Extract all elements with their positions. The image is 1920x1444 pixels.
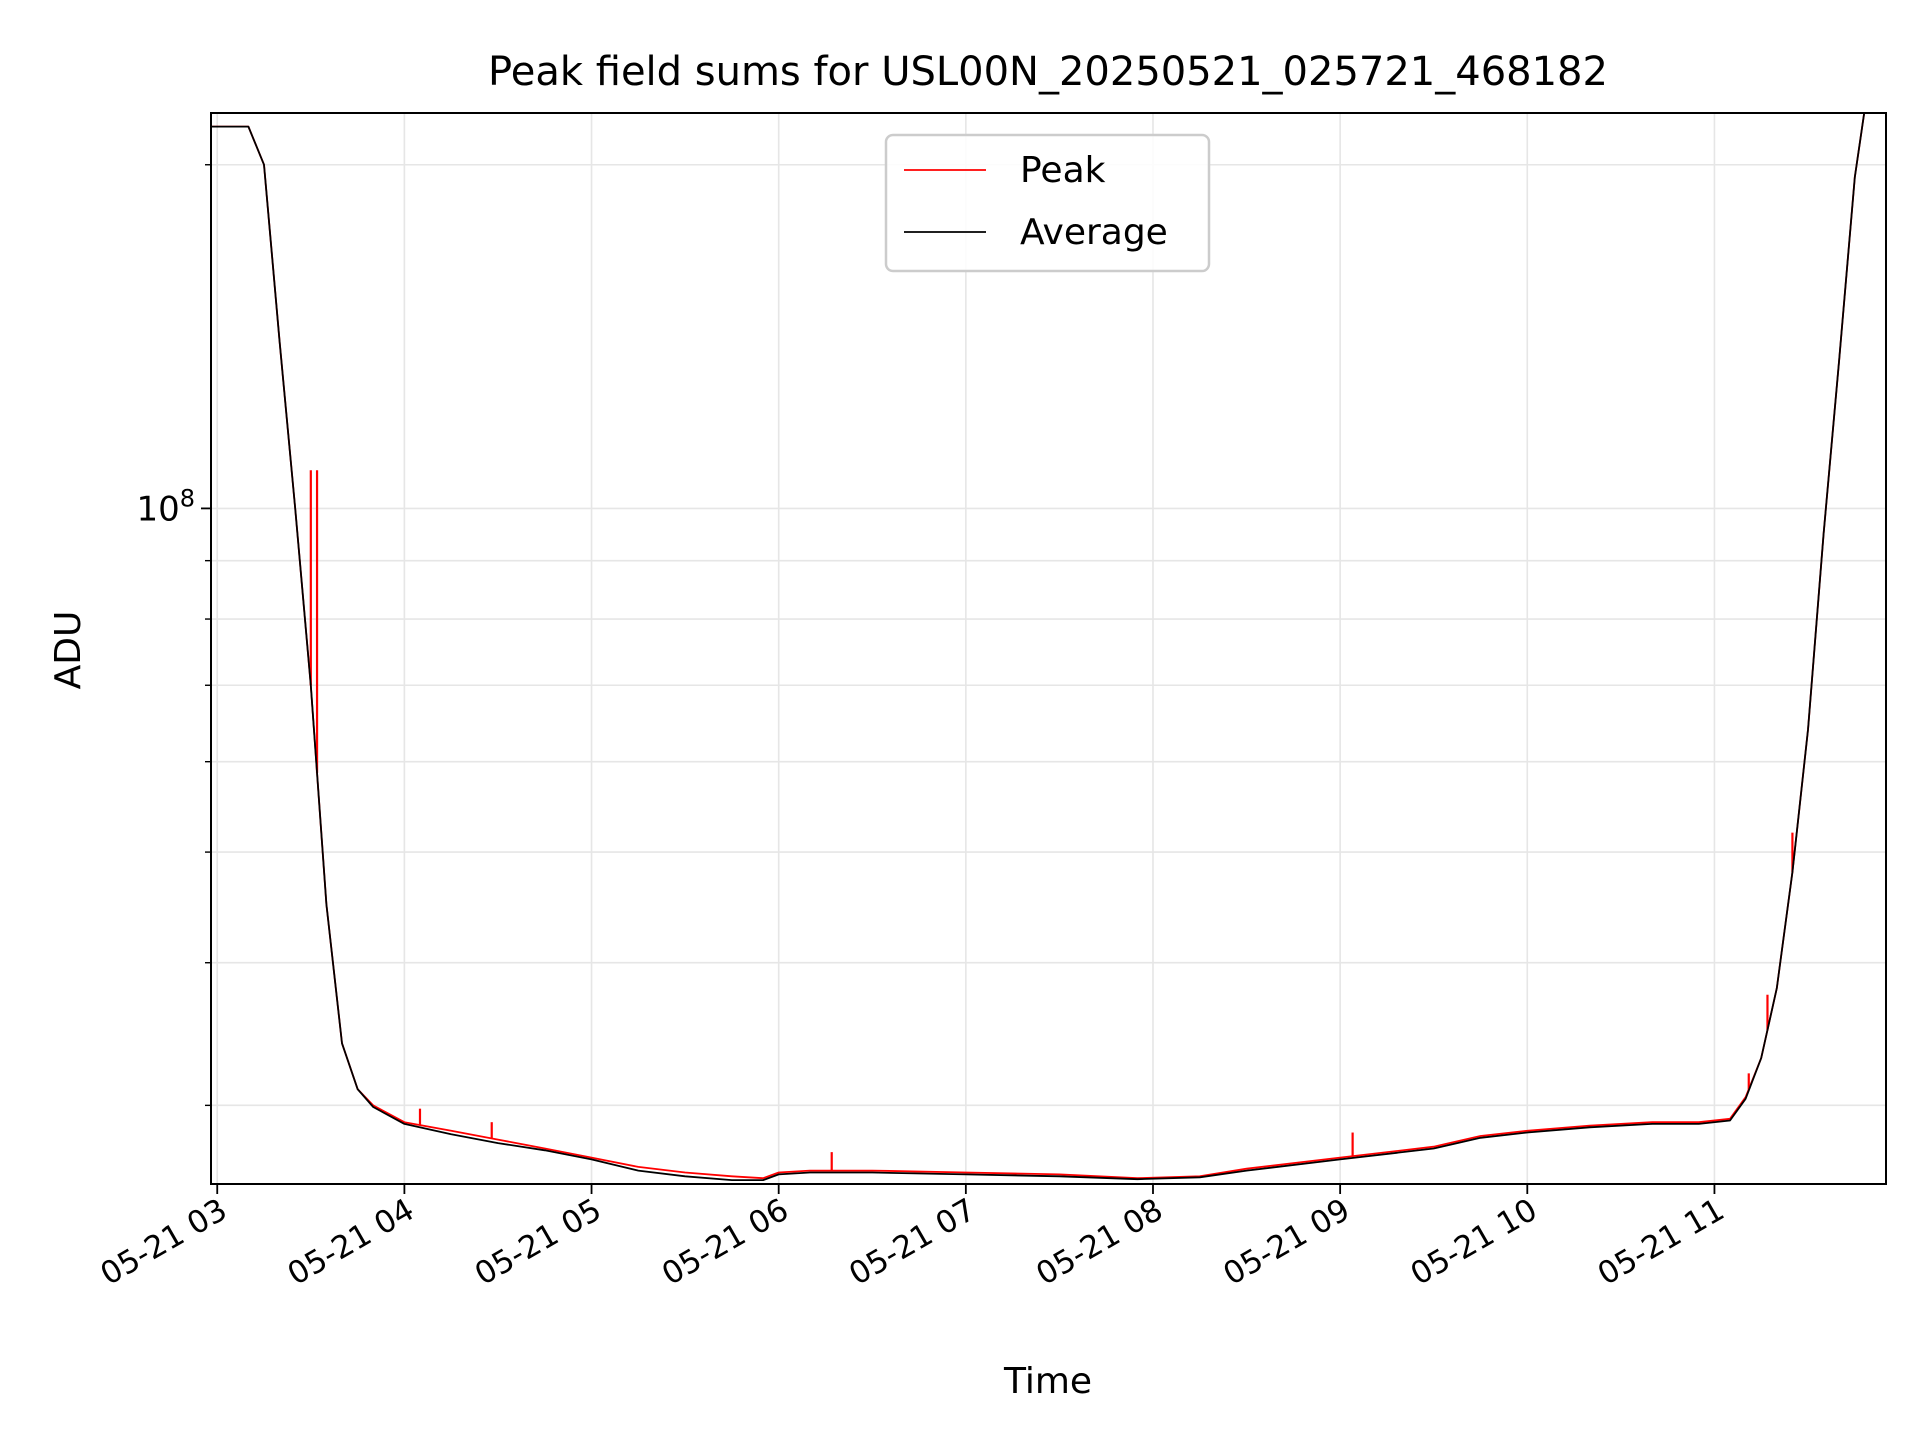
y-axis-label: ADU	[48, 611, 89, 690]
legend-peak-label: Peak	[1020, 150, 1106, 191]
legend-average-label: Average	[1020, 212, 1168, 253]
legend-box	[884, 133, 1211, 273]
legend: Peak Average	[884, 133, 1211, 273]
chart-title: Peak field sums for USL00N_20250521_0257…	[488, 49, 1608, 95]
peak-spikes	[309, 470, 1794, 1171]
grid	[211, 113, 1886, 1184]
series-lines	[211, 112, 1866, 1181]
x-axis-label: Time	[1003, 1361, 1092, 1402]
plot-frame	[210, 112, 1887, 1185]
y-axis-ticks: 108	[136, 164, 211, 1107]
series-line-average	[211, 112, 1866, 1181]
y-tick-label: 108	[136, 484, 195, 529]
